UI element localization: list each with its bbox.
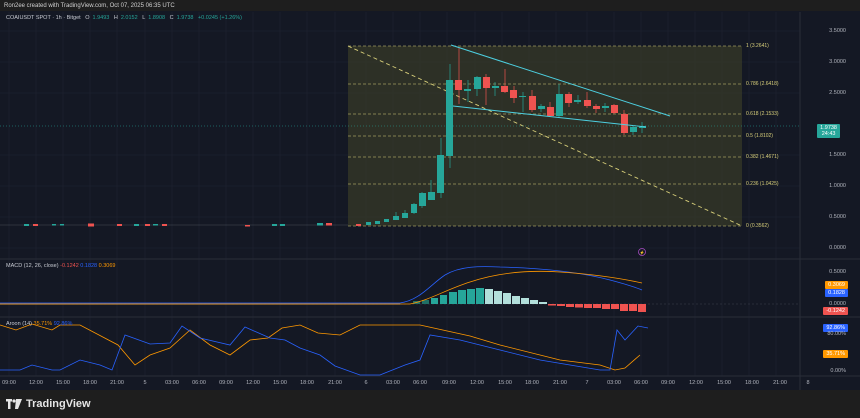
- high-label: H: [113, 15, 118, 21]
- low-label: L: [142, 15, 146, 21]
- time-tick: 12:00: [689, 380, 703, 386]
- time-tick: 18:00: [83, 380, 97, 386]
- macd-signal-value: 0.3069: [98, 263, 116, 269]
- time-tick: 5: [143, 380, 147, 386]
- time-tick: 15:00: [717, 380, 731, 386]
- time-tick: 21:00: [110, 380, 124, 386]
- macd-tick: 0.0000: [829, 301, 846, 307]
- svg-text:⚡: ⚡: [640, 250, 645, 255]
- macd-line-tag: 0.1828: [825, 289, 848, 297]
- aroon-down-value: 92.86%: [53, 321, 73, 327]
- fib-level-0382: 0.382 (1.4671): [746, 154, 779, 160]
- time-tick: 15:00: [56, 380, 70, 386]
- macd-signal-tag: 0.3069: [825, 281, 848, 289]
- fib-level-0: 0 (0.3562): [746, 223, 769, 229]
- close-label: C: [169, 15, 174, 21]
- symbol-legend[interactable]: COAIUSDT SPOT · 1h · Bitget O 1.9493 H 2.0…: [6, 15, 245, 21]
- aroon-up-tag: 35.71%: [823, 350, 848, 358]
- time-tick: 12:00: [29, 380, 43, 386]
- time-tick: 6: [364, 380, 368, 386]
- footer: TradingView: [0, 390, 860, 418]
- aroon-tick: 80.00%: [827, 331, 846, 337]
- attribution-text: Ron2ee created with TradingView.com, Oct…: [4, 3, 175, 9]
- event-marker[interactable]: ⚡: [638, 248, 646, 256]
- chart-canvas[interactable]: ⚡: [0, 0, 860, 390]
- time-tick: 18:00: [525, 380, 539, 386]
- time-tick: 15:00: [498, 380, 512, 386]
- macd-histogram-tag: -0.1242: [823, 307, 848, 315]
- price-tick: 3.5000: [829, 28, 846, 34]
- high-value: 2.0152: [120, 15, 138, 21]
- time-tick: 12:00: [470, 380, 484, 386]
- price-tick: 0.0000: [829, 245, 846, 251]
- time-tick: 18:00: [745, 380, 759, 386]
- wedge-trendlines: [450, 44, 671, 128]
- aroon-pane: [0, 323, 649, 376]
- macd-line-value: 0.1828: [80, 263, 98, 269]
- macd-histogram-value: -0.1242: [60, 263, 79, 269]
- time-tick: 18:00: [300, 380, 314, 386]
- last-price-tag: 1.9738 24:43: [817, 124, 840, 138]
- time-tick: 09:00: [219, 380, 233, 386]
- fib-level-0786: 0.786 (2.6418): [746, 81, 779, 87]
- time-tick: 8: [806, 380, 810, 386]
- time-tick: 09:00: [442, 380, 456, 386]
- macd-tick: 0.5000: [829, 269, 846, 275]
- time-tick: 12:00: [246, 380, 260, 386]
- candles-main: [366, 48, 646, 225]
- aroon-title: Aroon (14): [6, 321, 32, 327]
- macd-pane: [0, 266, 800, 312]
- change-value: +0.0245 (+1.26%): [197, 15, 243, 21]
- low-value: 1.8908: [148, 15, 166, 21]
- bar-countdown: 24:43: [821, 131, 836, 137]
- time-tick: 09:00: [2, 380, 16, 386]
- last-price-value: 1.9738: [820, 125, 837, 131]
- time-tick: 7: [585, 380, 589, 386]
- price-tick: 0.5000: [829, 214, 846, 220]
- time-tick: 06:00: [192, 380, 206, 386]
- tradingview-logo[interactable]: TradingView: [6, 398, 91, 410]
- aroon-legend[interactable]: Aroon (14) 35.71% 92.86%: [6, 321, 72, 327]
- symbol-name[interactable]: COAIUSDT SPOT · 1h · Bitget: [6, 15, 81, 21]
- time-tick: 03:00: [165, 380, 179, 386]
- time-tick: 06:00: [634, 380, 648, 386]
- candles-flat: [0, 223, 361, 227]
- time-tick: 21:00: [328, 380, 342, 386]
- price-tick: 3.0000: [829, 59, 846, 65]
- price-tick: 2.5000: [829, 90, 846, 96]
- price-tick: 1.0000: [829, 183, 846, 189]
- tradingview-logo-icon: [6, 399, 22, 409]
- aroon-down-tag: 92.86%: [823, 324, 848, 332]
- time-tick: 03:00: [386, 380, 400, 386]
- fib-level-0618: 0.618 (2.1533): [746, 111, 779, 117]
- fib-level-1: 1 (3.2641): [746, 43, 769, 49]
- brand-name: TradingView: [26, 398, 91, 410]
- time-tick: 21:00: [553, 380, 567, 386]
- time-tick: 15:00: [273, 380, 287, 386]
- close-value: 1.9738: [176, 15, 194, 21]
- time-tick: 06:00: [413, 380, 427, 386]
- macd-legend[interactable]: MACD (12, 26, close) -0.1242 0.1828 0.30…: [6, 263, 115, 269]
- open-value: 1.9493: [92, 15, 110, 21]
- fib-level-05: 0.5 (1.8102): [746, 133, 773, 139]
- time-tick: 03:00: [607, 380, 621, 386]
- aroon-tick: 0.00%: [830, 368, 846, 374]
- fibonacci-retracement: [347, 45, 743, 227]
- time-tick: 21:00: [773, 380, 787, 386]
- attribution-bar: Ron2ee created with TradingView.com, Oct…: [0, 0, 860, 11]
- aroon-up-value: 35.71%: [33, 321, 53, 327]
- fib-level-0236: 0.236 (1.0425): [746, 181, 779, 187]
- macd-title: MACD (12, 26, close): [6, 263, 59, 269]
- open-label: O: [85, 15, 90, 21]
- price-tick: 1.5000: [829, 152, 846, 158]
- time-tick: 09:00: [661, 380, 675, 386]
